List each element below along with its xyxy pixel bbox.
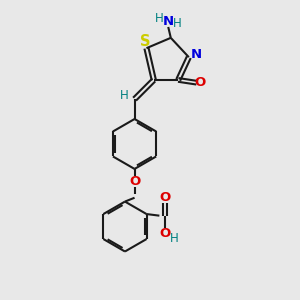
Text: N: N [163,15,174,28]
Text: O: O [160,227,171,240]
Text: O: O [129,175,140,188]
Text: H: H [120,89,129,103]
Text: S: S [140,34,150,49]
Text: O: O [195,76,206,89]
Text: H: H [169,232,178,244]
Text: H: H [155,12,164,25]
Text: O: O [160,191,171,204]
Text: H: H [173,17,182,30]
Text: N: N [190,48,202,61]
